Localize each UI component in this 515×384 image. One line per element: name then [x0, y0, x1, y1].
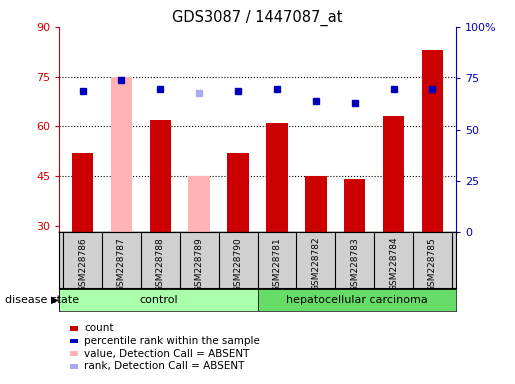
- Bar: [258, 289, 456, 311]
- Text: control: control: [139, 295, 178, 305]
- Text: ▶: ▶: [52, 295, 59, 305]
- Text: GSM228790: GSM228790: [234, 237, 243, 291]
- Text: disease state: disease state: [5, 295, 79, 305]
- Text: GSM228787: GSM228787: [117, 237, 126, 291]
- Bar: [227, 153, 249, 232]
- Text: GSM228785: GSM228785: [428, 237, 437, 291]
- Bar: [305, 176, 327, 232]
- Bar: [383, 116, 404, 232]
- Bar: [266, 123, 288, 232]
- Text: rank, Detection Call = ABSENT: rank, Detection Call = ABSENT: [84, 361, 244, 371]
- Bar: [72, 153, 93, 232]
- Bar: [111, 76, 132, 232]
- Text: value, Detection Call = ABSENT: value, Detection Call = ABSENT: [84, 349, 249, 359]
- Text: GSM228784: GSM228784: [389, 237, 398, 291]
- Text: GSM228782: GSM228782: [311, 237, 320, 291]
- Text: GSM228781: GSM228781: [272, 237, 281, 291]
- Text: GDS3087 / 1447087_at: GDS3087 / 1447087_at: [172, 10, 343, 26]
- Text: GSM228783: GSM228783: [350, 237, 359, 291]
- Text: GSM228789: GSM228789: [195, 237, 204, 291]
- Text: count: count: [84, 323, 113, 333]
- Bar: [59, 289, 258, 311]
- Text: percentile rank within the sample: percentile rank within the sample: [84, 336, 260, 346]
- Bar: [344, 179, 365, 232]
- Bar: [150, 120, 171, 232]
- Text: hepatocellular carcinoma: hepatocellular carcinoma: [286, 295, 427, 305]
- Text: GSM228786: GSM228786: [78, 237, 87, 291]
- Bar: [188, 176, 210, 232]
- Text: GSM228788: GSM228788: [156, 237, 165, 291]
- Bar: [422, 50, 443, 232]
